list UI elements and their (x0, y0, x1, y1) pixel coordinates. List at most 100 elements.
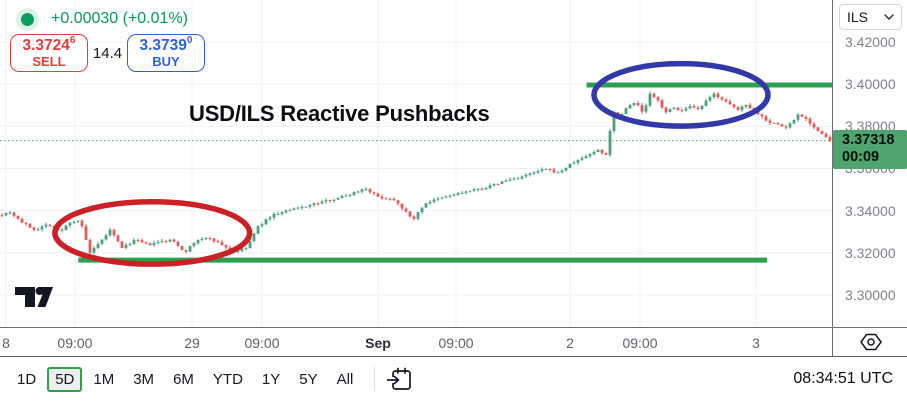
candle-body (744, 104, 748, 107)
candle-body (796, 114, 800, 120)
candle-body (400, 203, 404, 209)
candle-body (240, 248, 244, 251)
candle-body (636, 103, 640, 106)
currency-selector[interactable]: ILS (839, 4, 902, 30)
candle-body (108, 229, 112, 236)
candle-body (188, 245, 192, 252)
candle-body (68, 222, 72, 226)
range-button-3m[interactable]: 3M (125, 367, 162, 392)
range-button-5d[interactable]: 5D (47, 366, 83, 392)
bottom-toolbar: 1D 5D 1M 3M 6M YTD 1Y 5Y All 08:34:51 UTC (0, 356, 907, 401)
candle-body (644, 105, 648, 112)
tradingview-logo[interactable] (14, 284, 54, 310)
candle-body (0, 215, 4, 217)
candle-body (600, 149, 604, 154)
candle-body (544, 168, 548, 170)
candle-body (428, 201, 432, 204)
candle-body (420, 207, 424, 213)
candle-body (48, 224, 52, 226)
candle-body (376, 193, 380, 197)
candle-body (696, 107, 700, 110)
time-axis[interactable]: 8 09:00 29 09:00 Sep 09:00 2 09:00 3 (0, 327, 832, 356)
candle-body (440, 197, 444, 199)
price-change-indicator: +0.00030 (+0.01%) (21, 10, 188, 28)
currency-label: ILS (847, 9, 869, 25)
candle-body (112, 229, 116, 236)
candle-body (792, 119, 796, 124)
chevron-down-icon (884, 14, 894, 20)
candle-body (28, 223, 32, 228)
candlestick-chart[interactable] (0, 0, 832, 327)
candle-body (572, 162, 576, 164)
candle-body (284, 210, 288, 213)
candle-body (172, 239, 176, 242)
time-tick: 09:00 (622, 335, 658, 351)
calendar-icon (387, 367, 412, 390)
candle-body (384, 198, 388, 200)
candle-body (680, 110, 684, 112)
candle-body (624, 108, 628, 115)
candle-body (212, 238, 216, 242)
candle-body (24, 222, 28, 224)
time-tick: 09:00 (438, 335, 474, 351)
candle-body (340, 196, 344, 199)
candle-body (552, 169, 556, 173)
candle-body (788, 123, 792, 128)
candle-body (700, 105, 704, 110)
candle-body (32, 227, 36, 230)
candle-body (720, 97, 724, 100)
candle-body (116, 235, 120, 242)
candle-body (8, 212, 12, 214)
buy-button[interactable]: 3.37390 BUY (127, 34, 205, 72)
candle-body (356, 191, 360, 193)
candle-body (460, 192, 464, 194)
candle-body (132, 240, 136, 244)
candle-body (564, 167, 568, 171)
candle-body (408, 211, 412, 217)
candle-body (432, 199, 436, 202)
candle-body (36, 229, 40, 231)
go-to-date-button[interactable] (386, 367, 413, 392)
candle-body (404, 208, 408, 212)
blue-ellipse[interactable] (591, 60, 771, 129)
range-button-ytd[interactable]: YTD (205, 367, 251, 392)
candle-body (304, 206, 308, 208)
range-selector: 1D 5D 1M 3M 6M YTD 1Y 5Y All (9, 366, 362, 392)
candle-body (156, 242, 160, 244)
candle-body (176, 241, 180, 246)
candle-body (684, 108, 688, 111)
range-button-1y[interactable]: 1Y (254, 367, 288, 392)
chart-area[interactable]: USD/ILS Reactive Pushbacks +0.00030 (+0.… (0, 0, 832, 327)
candle-body (520, 176, 524, 179)
candle-body (548, 168, 552, 170)
sell-button[interactable]: 3.37246 SELL (10, 34, 88, 72)
candle-body (328, 200, 332, 202)
candle-body (208, 238, 212, 240)
candle-body (252, 233, 256, 242)
range-button-all[interactable]: All (329, 367, 362, 392)
candle-body (144, 242, 148, 244)
range-button-1d[interactable]: 1D (9, 367, 44, 392)
sell-price: 3.37246 (22, 34, 76, 55)
candle-body (92, 247, 96, 253)
red-ellipse[interactable] (52, 199, 253, 267)
range-button-5y[interactable]: 5Y (291, 367, 325, 392)
candle-body (556, 172, 560, 174)
candle-body (812, 123, 816, 128)
candle-body (480, 188, 484, 190)
candle-body (388, 198, 392, 200)
candle-body (288, 209, 292, 211)
candle-body (780, 124, 784, 127)
candle-body (692, 106, 696, 108)
candle-body (244, 248, 248, 250)
candle-body (372, 192, 376, 194)
range-button-1m[interactable]: 1M (85, 367, 122, 392)
price-scale[interactable]: ILS 3.420003.400003.380003.360003.340003… (832, 0, 907, 327)
candle-body (568, 163, 572, 168)
candle-body (528, 173, 532, 175)
range-button-6m[interactable]: 6M (165, 367, 202, 392)
candle-body (716, 93, 720, 98)
settings-hexagon-icon[interactable] (859, 331, 883, 353)
candle-body (272, 213, 276, 218)
candle-body (20, 218, 24, 223)
